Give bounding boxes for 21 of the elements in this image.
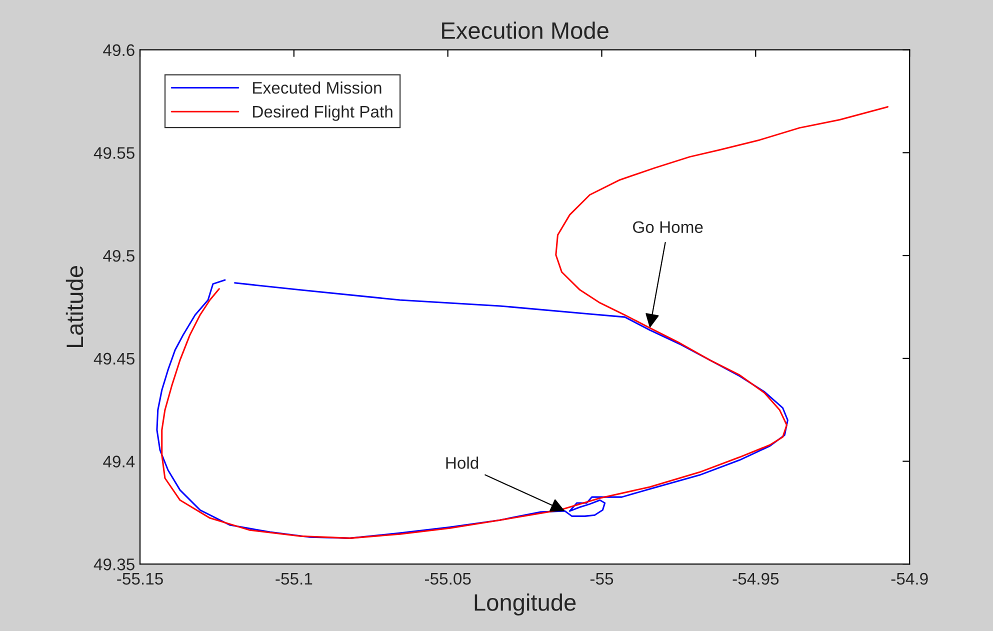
y-tick-label: 49.55	[94, 147, 134, 159]
line-series	[156, 279, 788, 539]
x-tick-label: -55.15	[117, 573, 163, 585]
annotation: Hold	[446, 456, 478, 469]
legend-label: Executed Mission	[253, 82, 382, 94]
x-axis-title: Longitude	[474, 594, 576, 616]
y-tick-label: 49.35	[94, 558, 134, 570]
x-tick-label: -54.9	[891, 572, 928, 585]
y-tick-label: 49.5	[103, 250, 134, 262]
y-tick-label: 49.6	[103, 44, 134, 56]
chart-title: Execution Mode	[442, 22, 608, 39]
x-tick-label: -55.05	[424, 572, 471, 585]
y-tick-label: 49.4	[103, 456, 135, 468]
legend-label: Desired Flight Path	[253, 105, 392, 121]
line-series	[161, 106, 888, 539]
y-axis-title: Latitude	[66, 266, 84, 348]
x-tick-label: -55.1	[276, 573, 312, 585]
y-tick-label: 49.45	[94, 352, 134, 365]
x-tick-label: -54.95	[732, 572, 779, 585]
annotation: Go Home	[633, 221, 703, 234]
x-tick-label: -55	[590, 573, 614, 585]
